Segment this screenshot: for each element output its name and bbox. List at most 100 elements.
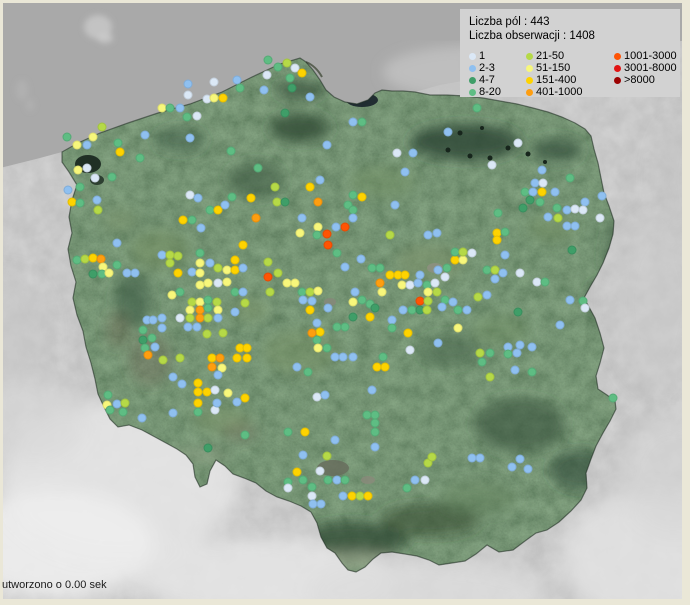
observation-dot[interactable] bbox=[422, 305, 432, 315]
observation-dot[interactable] bbox=[423, 458, 433, 468]
observation-dot[interactable] bbox=[475, 348, 485, 358]
observation-dot[interactable] bbox=[195, 280, 205, 290]
observation-dot[interactable] bbox=[232, 75, 242, 85]
observation-dot[interactable] bbox=[207, 362, 217, 372]
observation-dot[interactable] bbox=[218, 93, 228, 103]
observation-dot[interactable] bbox=[213, 370, 223, 380]
observation-dot[interactable] bbox=[332, 475, 342, 485]
observation-dot[interactable] bbox=[272, 197, 282, 207]
observation-dot[interactable] bbox=[332, 248, 342, 258]
observation-dot[interactable] bbox=[88, 269, 98, 279]
observation-dot[interactable] bbox=[235, 343, 245, 353]
observation-dot[interactable] bbox=[96, 254, 106, 264]
observation-dot[interactable] bbox=[113, 138, 123, 148]
observation-dot[interactable] bbox=[178, 215, 188, 225]
observation-dot[interactable] bbox=[338, 352, 348, 362]
observation-dot[interactable] bbox=[370, 303, 380, 313]
observation-dot[interactable] bbox=[175, 353, 185, 363]
observation-dot[interactable] bbox=[530, 178, 540, 188]
observation-dot[interactable] bbox=[202, 329, 212, 339]
observation-dot[interactable] bbox=[270, 182, 280, 192]
observation-dot[interactable] bbox=[298, 450, 308, 460]
observation-dot[interactable] bbox=[608, 393, 618, 403]
observation-dot[interactable] bbox=[357, 295, 367, 305]
observation-dot[interactable] bbox=[450, 247, 460, 257]
observation-dot[interactable] bbox=[210, 405, 220, 415]
observation-dot[interactable] bbox=[135, 153, 145, 163]
observation-dot[interactable] bbox=[535, 197, 545, 207]
observation-dot[interactable] bbox=[453, 323, 463, 333]
observation-dot[interactable] bbox=[305, 92, 315, 102]
observation-dot[interactable] bbox=[477, 357, 487, 367]
observation-dot[interactable] bbox=[423, 296, 433, 306]
observation-dot[interactable] bbox=[282, 278, 292, 288]
observation-dot[interactable] bbox=[448, 297, 458, 307]
observation-dot[interactable] bbox=[138, 335, 148, 345]
observation-dot[interactable] bbox=[157, 323, 167, 333]
observation-dot[interactable] bbox=[515, 340, 525, 350]
observation-dot[interactable] bbox=[246, 193, 256, 203]
observation-dot[interactable] bbox=[67, 197, 77, 207]
observation-dot[interactable] bbox=[240, 430, 250, 440]
observation-dot[interactable] bbox=[415, 296, 425, 306]
observation-dot[interactable] bbox=[365, 312, 375, 322]
observation-dot[interactable] bbox=[305, 287, 315, 297]
observation-dot[interactable] bbox=[120, 398, 130, 408]
observation-dot[interactable] bbox=[112, 260, 122, 270]
observation-dot[interactable] bbox=[433, 265, 443, 275]
observation-dot[interactable] bbox=[385, 270, 395, 280]
observation-dot[interactable] bbox=[82, 140, 92, 150]
observation-dot[interactable] bbox=[432, 287, 442, 297]
observation-dot[interactable] bbox=[308, 499, 318, 509]
observation-dot[interactable] bbox=[312, 335, 322, 345]
observation-dot[interactable] bbox=[570, 204, 580, 214]
observation-dot[interactable] bbox=[367, 385, 377, 395]
observation-dot[interactable] bbox=[217, 363, 227, 373]
observation-dot[interactable] bbox=[203, 313, 213, 323]
observation-dot[interactable] bbox=[500, 227, 510, 237]
observation-dot[interactable] bbox=[331, 222, 341, 232]
observation-dot[interactable] bbox=[165, 258, 175, 268]
observation-dot[interactable] bbox=[357, 117, 367, 127]
observation-dot[interactable] bbox=[230, 307, 240, 317]
observation-dot[interactable] bbox=[292, 467, 302, 477]
observation-dot[interactable] bbox=[157, 103, 167, 113]
observation-dot[interactable] bbox=[322, 451, 332, 461]
observation-dot[interactable] bbox=[195, 258, 205, 268]
observation-dot[interactable] bbox=[398, 305, 408, 315]
observation-dot[interactable] bbox=[148, 315, 158, 325]
observation-dot[interactable] bbox=[313, 222, 323, 232]
observation-dot[interactable] bbox=[235, 83, 245, 93]
observation-dot[interactable] bbox=[520, 187, 530, 197]
observation-dot[interactable] bbox=[282, 58, 292, 68]
observation-dot[interactable] bbox=[298, 475, 308, 485]
observation-dot[interactable] bbox=[263, 272, 273, 282]
observation-dot[interactable] bbox=[348, 352, 358, 362]
observation-dot[interactable] bbox=[285, 73, 295, 83]
observation-dot[interactable] bbox=[597, 191, 607, 201]
observation-dot[interactable] bbox=[462, 305, 472, 315]
observation-dot[interactable] bbox=[423, 230, 433, 240]
observation-dot[interactable] bbox=[390, 200, 400, 210]
observation-dot[interactable] bbox=[118, 407, 128, 417]
observation-dot[interactable] bbox=[215, 353, 225, 363]
observation-dot[interactable] bbox=[407, 305, 417, 315]
observation-dot[interactable] bbox=[98, 262, 108, 272]
observation-dot[interactable] bbox=[168, 408, 178, 418]
observation-dot[interactable] bbox=[187, 215, 197, 225]
observation-dot[interactable] bbox=[273, 268, 283, 278]
observation-dot[interactable] bbox=[330, 352, 340, 362]
observation-dot[interactable] bbox=[350, 287, 360, 297]
observation-dot[interactable] bbox=[150, 342, 160, 352]
observation-dot[interactable] bbox=[147, 333, 157, 343]
observation-dot[interactable] bbox=[187, 297, 197, 307]
observation-dot[interactable] bbox=[226, 146, 236, 156]
observation-dot[interactable] bbox=[430, 278, 440, 288]
observation-dot[interactable] bbox=[527, 367, 537, 377]
observation-dot[interactable] bbox=[458, 247, 468, 257]
observation-dot[interactable] bbox=[512, 348, 522, 358]
observation-dot[interactable] bbox=[213, 263, 223, 273]
observation-dot[interactable] bbox=[322, 140, 332, 150]
observation-dot[interactable] bbox=[370, 442, 380, 452]
observation-dot[interactable] bbox=[493, 208, 503, 218]
